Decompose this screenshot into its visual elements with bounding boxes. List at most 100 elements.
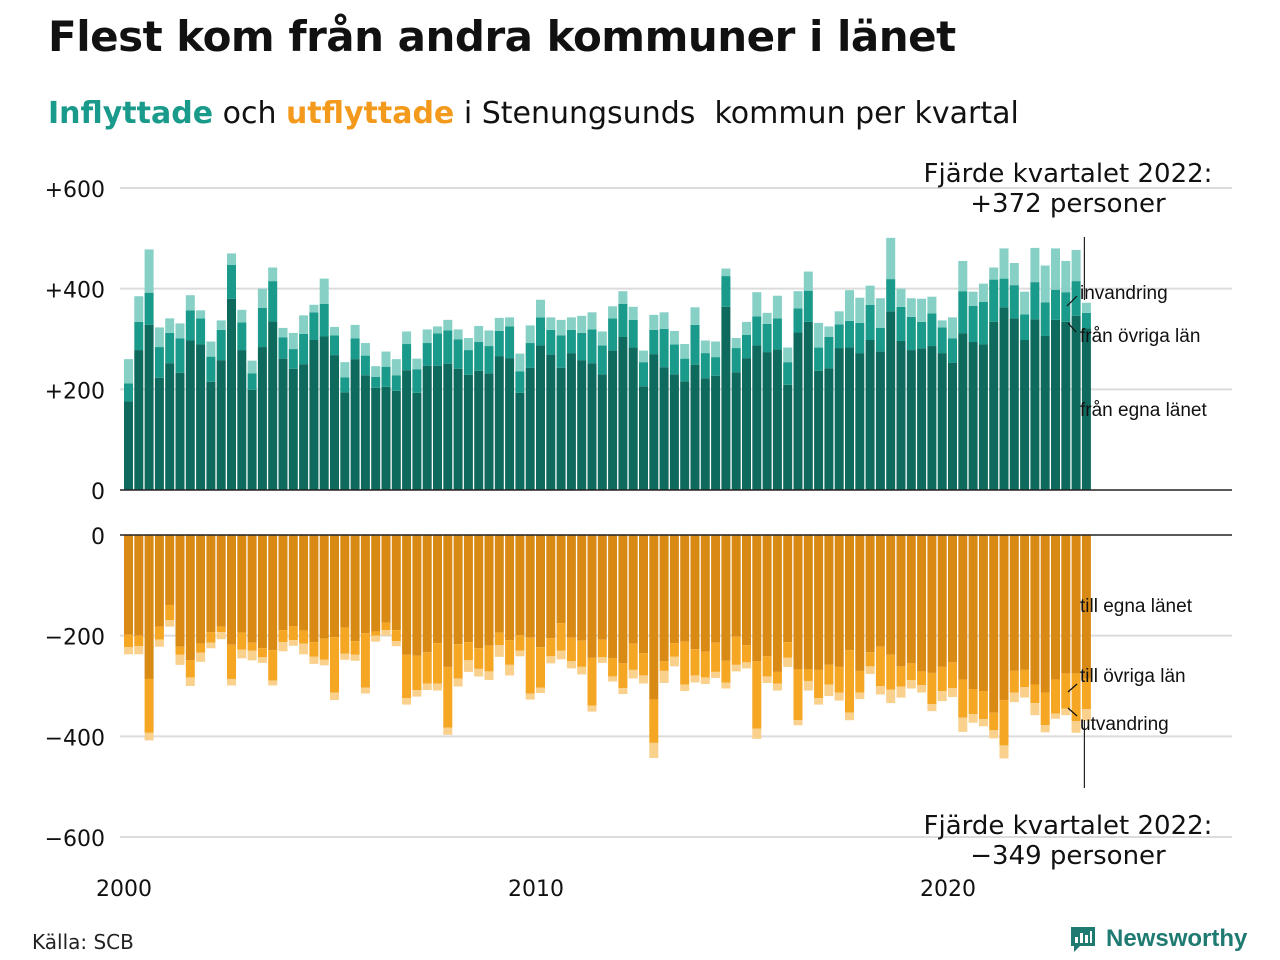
bar-outflow-emigration bbox=[731, 664, 741, 672]
bar-inflow-own bbox=[216, 360, 226, 490]
bar-outflow-emigration bbox=[824, 684, 834, 697]
bar-inflow-own bbox=[299, 364, 309, 490]
bar-inflow-immigration bbox=[917, 298, 927, 322]
bar-outflow-own bbox=[865, 535, 875, 653]
bar-outflow-emigration bbox=[185, 677, 195, 686]
bar-inflow-immigration bbox=[1081, 302, 1091, 313]
bar-inflow-other bbox=[433, 333, 442, 366]
bar-outflow-own bbox=[587, 535, 597, 658]
bar-outflow-own bbox=[927, 535, 937, 673]
bar-inflow-other bbox=[237, 322, 247, 351]
bar-inflow-immigration bbox=[206, 341, 216, 357]
bar-outflow-emigration bbox=[299, 643, 309, 655]
bar-inflow-immigration bbox=[752, 292, 762, 317]
bar-outflow-own bbox=[216, 535, 226, 627]
bar-inflow-own bbox=[752, 345, 762, 490]
bar-inflow-immigration bbox=[1030, 247, 1040, 283]
bar-outflow-emigration bbox=[1040, 725, 1050, 733]
y-tick-label-top: +600 bbox=[45, 178, 105, 203]
bar-inflow-other bbox=[1009, 285, 1019, 319]
bar-inflow-immigration bbox=[330, 326, 339, 336]
bar-inflow-own bbox=[1009, 318, 1019, 490]
bar-inflow-own bbox=[608, 350, 618, 490]
bar-outflow-own bbox=[175, 535, 185, 647]
bar-inflow-other bbox=[412, 369, 422, 393]
bar-outflow-other bbox=[762, 656, 772, 677]
bar-inflow-other bbox=[463, 350, 473, 375]
bar-outflow-own bbox=[669, 535, 679, 644]
bar-inflow-immigration bbox=[783, 347, 793, 363]
bar-inflow-immigration bbox=[288, 332, 298, 350]
bar-outflow-emigration bbox=[597, 657, 607, 663]
bar-outflow-own bbox=[762, 535, 772, 657]
bar-outflow-other bbox=[402, 654, 412, 699]
bar-inflow-immigration bbox=[185, 295, 195, 311]
bar-outflow-own bbox=[309, 535, 319, 643]
bar-outflow-own bbox=[268, 535, 278, 651]
bar-inflow-immigration bbox=[216, 320, 226, 330]
bar-inflow-other bbox=[278, 337, 288, 359]
bar-outflow-own bbox=[608, 535, 618, 659]
bar-outflow-own bbox=[597, 535, 607, 640]
bar-inflow-own bbox=[1030, 319, 1040, 490]
bar-inflow-immigration bbox=[649, 314, 659, 330]
bar-outflow-own bbox=[443, 535, 453, 667]
bar-inflow-own bbox=[144, 324, 154, 490]
bar-outflow-own bbox=[639, 535, 648, 654]
label-till-ovriga-lan: till övriga län bbox=[1080, 666, 1186, 687]
bar-inflow-other bbox=[299, 333, 309, 365]
bar-inflow-immigration bbox=[402, 331, 412, 345]
y-tick-label-bottom: −200 bbox=[45, 626, 105, 651]
bar-outflow-other bbox=[649, 699, 659, 743]
bar-inflow-own bbox=[185, 340, 195, 490]
bar-inflow-other bbox=[659, 328, 669, 368]
bar-inflow-other bbox=[1020, 314, 1030, 341]
bar-outflow-emigration bbox=[669, 656, 679, 667]
bar-inflow-other bbox=[978, 301, 988, 345]
bar-outflow-emigration bbox=[1020, 687, 1030, 698]
bar-outflow-other bbox=[948, 662, 957, 689]
bar-outflow-own bbox=[525, 535, 535, 638]
bar-outflow-other bbox=[463, 642, 473, 661]
bar-inflow-immigration bbox=[340, 362, 350, 378]
bar-outflow-emigration bbox=[886, 689, 896, 704]
bar-inflow-immigration bbox=[309, 304, 319, 313]
bar-inflow-other bbox=[700, 353, 710, 379]
bar-inflow-immigration bbox=[742, 321, 751, 335]
bar-inflow-other bbox=[731, 348, 741, 373]
bar-inflow-immigration bbox=[247, 360, 257, 374]
bar-inflow-immigration bbox=[618, 291, 628, 304]
bar-inflow-own bbox=[845, 347, 854, 490]
bar-inflow-own bbox=[762, 352, 772, 490]
bar-inflow-own bbox=[525, 367, 535, 490]
bar-outflow-emigration bbox=[144, 732, 154, 741]
bar-outflow-other bbox=[237, 632, 247, 650]
bar-outflow-other bbox=[330, 637, 339, 693]
bar-outflow-own bbox=[536, 535, 545, 648]
bar-outflow-own bbox=[948, 535, 957, 663]
bar-inflow-immigration bbox=[886, 237, 896, 280]
bar-outflow-own bbox=[206, 535, 216, 633]
bar-inflow-other bbox=[783, 362, 793, 385]
bar-inflow-immigration bbox=[546, 317, 556, 330]
bar-outflow-other bbox=[381, 622, 391, 631]
bar-inflow-other bbox=[453, 339, 463, 369]
bar-inflow-other bbox=[216, 329, 226, 361]
bar-outflow-emigration bbox=[330, 692, 339, 701]
bar-inflow-other bbox=[999, 278, 1009, 308]
bar-outflow-other bbox=[1061, 673, 1071, 709]
bar-outflow-emigration bbox=[783, 657, 793, 667]
bar-inflow-other bbox=[1051, 289, 1060, 320]
bar-outflow-emigration bbox=[659, 670, 669, 683]
bar-inflow-immigration bbox=[628, 306, 638, 320]
bar-outflow-other bbox=[371, 631, 381, 636]
bar-outflow-emigration bbox=[577, 666, 587, 675]
bar-outflow-emigration bbox=[608, 676, 618, 682]
bar-inflow-other bbox=[556, 335, 566, 368]
bar-outflow-emigration bbox=[711, 671, 721, 678]
bar-outflow-emigration bbox=[484, 671, 494, 680]
bar-outflow-emigration bbox=[381, 630, 391, 636]
bar-inflow-immigration bbox=[556, 319, 566, 336]
bar-inflow-immigration bbox=[587, 312, 597, 330]
bar-inflow-immigration bbox=[865, 285, 875, 305]
